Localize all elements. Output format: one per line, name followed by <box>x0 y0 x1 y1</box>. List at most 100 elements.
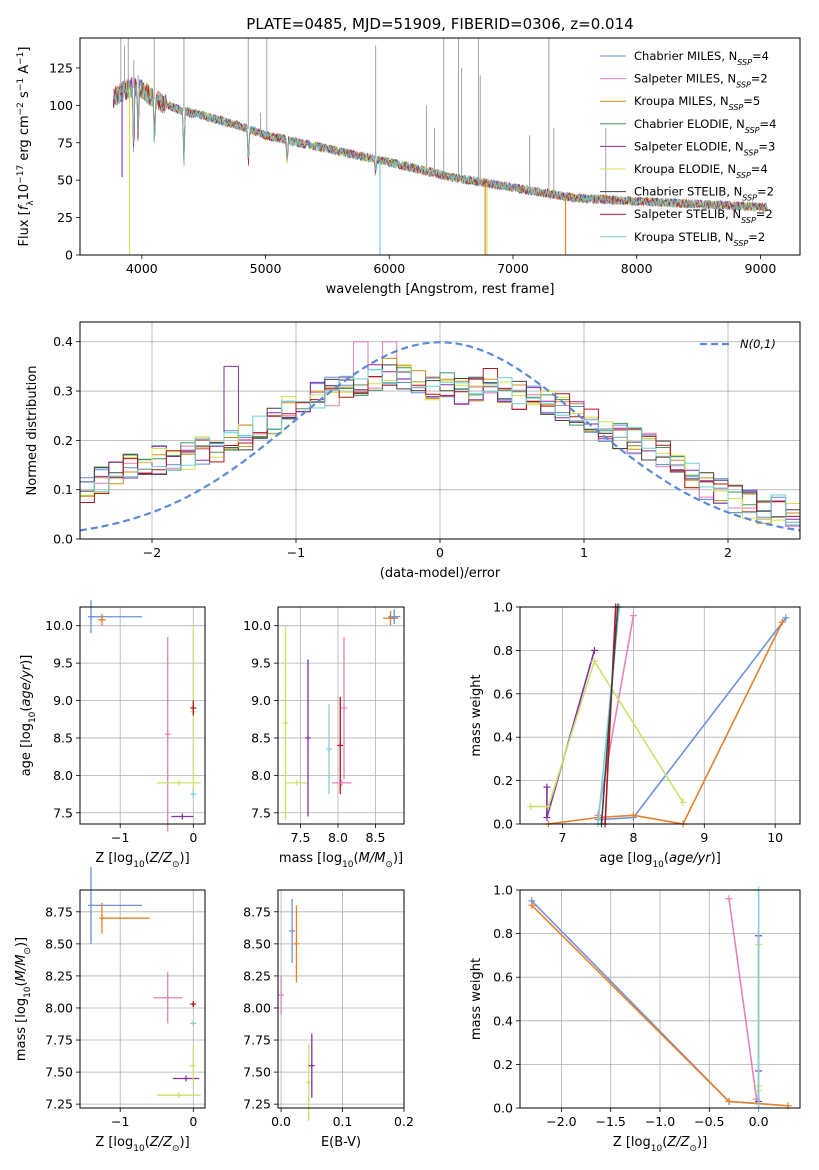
legend-label-suffix: =5 <box>743 94 760 108</box>
y-axis-label-part: ] <box>17 47 32 52</box>
data-point <box>87 866 143 944</box>
x-tick-label: 0.2 <box>394 1114 414 1129</box>
x-axis-label-part: age/yr <box>669 851 712 866</box>
x-axis-label: (data-model)/error <box>380 566 501 581</box>
y-axis-label: age [log10(age/yr)] <box>19 655 38 777</box>
axes-frame <box>519 889 801 1109</box>
y-axis-label: Normed distribution <box>25 366 40 496</box>
data-point <box>388 609 401 625</box>
data-point <box>308 1033 315 1098</box>
data-point <box>341 636 347 780</box>
data-point <box>337 696 344 795</box>
y-axis-label-part: ( <box>19 707 34 712</box>
x-tick-label: 9 <box>700 830 708 845</box>
legend-label-sub: SSP <box>744 148 759 157</box>
x-axis-label-part: ⊙ <box>172 1144 180 1154</box>
histograms <box>80 341 800 527</box>
legend-label-text: Salpeter STELIB, N <box>634 207 741 221</box>
x-axis-label-part: 10 <box>342 860 354 870</box>
x-axis-label-part: 10 <box>133 860 145 870</box>
y-tick-label: 0.4 <box>493 730 513 745</box>
y-tick-label: 50 <box>57 173 73 188</box>
x-tick-label: 7.5 <box>291 830 311 845</box>
errorbars <box>278 898 315 1121</box>
y-tick-label: 8.0 <box>251 768 271 783</box>
y-tick-label: 0.6 <box>493 970 513 985</box>
y-axis-label-part: age/yr <box>19 663 34 706</box>
y-axis-label-part: mass weight <box>469 674 484 756</box>
y-axis-label-part: s <box>17 91 32 102</box>
data-point <box>171 813 194 820</box>
legend-label: Chabrier MILES, NSSP=4 <box>634 49 769 67</box>
y-tick-label: 7.5 <box>53 805 73 820</box>
spectrum-lines <box>113 38 768 255</box>
y-tick-label: 8.50 <box>45 936 73 951</box>
x-axis-label-part: )] <box>711 851 721 866</box>
y-axis-label-part: mass [log <box>14 998 29 1061</box>
y-axis-label-part: Normed distribution <box>25 366 40 496</box>
data-point <box>190 1020 197 1027</box>
y-tick-label: 1.0 <box>493 600 513 615</box>
y-tick-label: 0.2 <box>493 773 513 788</box>
legend-label-sub: SSP <box>736 80 751 89</box>
x-tick-label: 2 <box>724 545 732 560</box>
y-axis-label: Flux [fλ10−17 erg cm−2 s−1 A−1] <box>16 47 36 247</box>
x-axis-label: Z [log10(Z/Z⊙)] <box>613 1135 707 1154</box>
y-tick-label: 9.5 <box>251 656 271 671</box>
legend-label-sub: SSP <box>742 193 757 202</box>
histogram-series <box>80 368 800 517</box>
x-axis-label-part: Z/Z <box>149 851 173 866</box>
data-point <box>172 1075 200 1082</box>
x-axis-label-part: )] <box>697 1135 707 1150</box>
x-tick-label: 0 <box>189 1114 197 1129</box>
legend-label-text: Kroupa MILES, N <box>634 94 729 108</box>
axes-frame <box>79 321 801 540</box>
legend-label-text: Salpeter MILES, N <box>634 72 736 86</box>
x-tick-label: 7 <box>559 830 567 845</box>
y-tick-label: 8.50 <box>243 936 271 951</box>
legend-label-sub: SSP <box>741 216 756 225</box>
x-tick-label: −1.0 <box>645 1114 675 1129</box>
figure-title: PLATE=0485, MJD=51909, FIBERID=0306, z=0… <box>246 15 633 33</box>
x-tick-label: 7000 <box>497 261 529 276</box>
y-axis-label-part: M/M <box>14 955 29 982</box>
y-tick-label: 8.25 <box>45 968 73 983</box>
y-axis-label-part: A <box>17 65 32 78</box>
legend-label-suffix: =3 <box>758 139 775 153</box>
data-point <box>190 790 197 798</box>
data-point <box>326 704 332 795</box>
axes-frame <box>79 37 801 256</box>
data-point <box>289 898 296 964</box>
x-axis-label-part: )] <box>180 851 190 866</box>
data-point <box>98 902 150 934</box>
x-axis-label: Z [log10(Z/Z⊙)] <box>95 851 189 870</box>
data-point <box>190 1046 197 1085</box>
x-tick-label: −1 <box>111 1114 129 1129</box>
x-axis-label: wavelength [Angstrom, rest frame] <box>326 282 555 297</box>
y-tick-label: 10.0 <box>243 618 271 633</box>
x-tick-label: 8.5 <box>366 830 386 845</box>
y-tick-label: 0.4 <box>493 1013 513 1028</box>
y-axis-label-part: mass weight <box>469 958 484 1040</box>
x-axis-label-part: mass [log <box>279 851 342 866</box>
axes-frame <box>79 606 206 825</box>
axes-frame <box>277 606 405 825</box>
age_vs_Z-axes: −1 07.58.08.59.09.510.0Z [log10(Z/Z⊙)]age… <box>19 600 206 870</box>
mass_vs_Z-axes: −1 07.257.507.758.008.258.508.75Z [log10(… <box>14 866 206 1154</box>
legend-label: Kroupa STELIB, NSSP=2 <box>634 230 765 248</box>
data-point <box>278 975 285 1015</box>
y-tick-label: 0.3 <box>53 384 73 399</box>
y-tick-label: 8.00 <box>243 1000 271 1015</box>
legend-label-suffix: =2 <box>756 207 773 221</box>
x-tick-label: −1 <box>111 830 129 845</box>
y-axis-label-part: 10 <box>28 711 38 723</box>
x-axis-label-part: Z [log <box>95 1135 133 1150</box>
weight-lines <box>527 603 790 828</box>
legend-label-suffix: =2 <box>751 72 768 86</box>
y-tick-label: 0.8 <box>493 643 513 658</box>
y-axis-label-part: age [log <box>19 723 34 776</box>
y-tick-label: 0.0 <box>53 532 73 547</box>
x-axis-label-part: ( <box>145 1135 150 1150</box>
x-axis-label: Z [log10(Z/Z⊙)] <box>95 1135 189 1154</box>
